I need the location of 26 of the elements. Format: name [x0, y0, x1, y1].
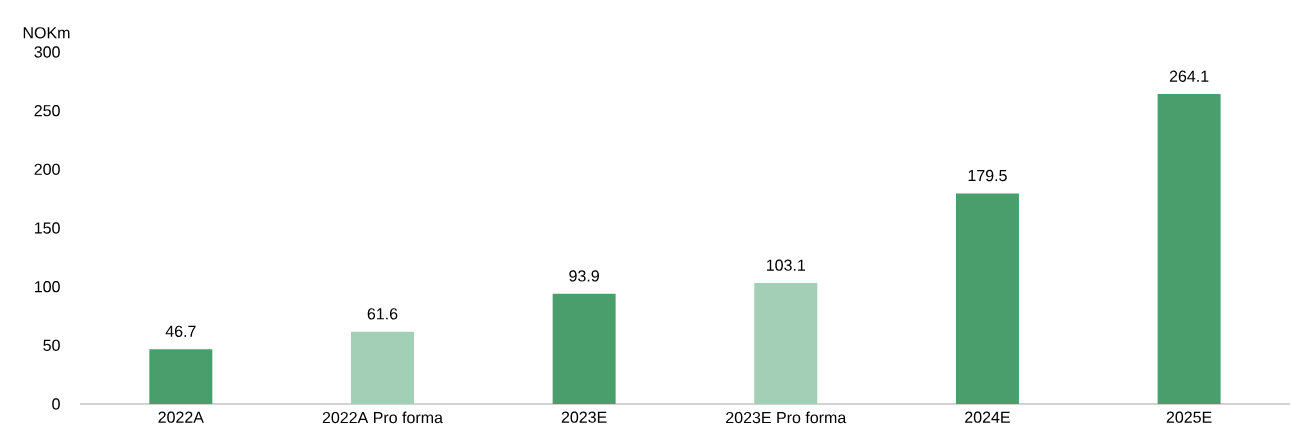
data-label: 103.1 [766, 259, 806, 271]
x-tick-label: 2025E [1166, 411, 1212, 423]
x-tick-label: 2023E [561, 411, 607, 423]
data-label: 61.6 [367, 308, 398, 320]
y-tick-label: 300 [34, 46, 60, 58]
bar [955, 193, 1019, 404]
data-label: 179.5 [968, 169, 1007, 182]
bar [350, 331, 414, 404]
y-tick-label: 200 [34, 163, 60, 175]
data-label: 46.7 [165, 325, 196, 338]
x-tick-label: 2023E Pro forma [726, 411, 847, 424]
bar [552, 293, 616, 404]
y-tick-label: 100 [34, 281, 60, 293]
y-axis-title: NOKm [23, 27, 70, 39]
y-tick-label: 250 [34, 105, 60, 117]
data-label: 264.1 [1169, 70, 1209, 82]
x-tick-label: 2022A [158, 411, 204, 423]
y-tick-label: 50 [43, 339, 60, 351]
bar [149, 349, 213, 404]
y-tick-label: 150 [34, 222, 60, 234]
bar [754, 283, 818, 404]
y-tick-label: 0 [52, 398, 60, 410]
bar [1157, 94, 1221, 404]
data-label: 93.9 [569, 270, 599, 282]
x-tick-label: 2022A Pro forma [322, 411, 443, 424]
x-tick-label: 2024E [965, 411, 1010, 423]
